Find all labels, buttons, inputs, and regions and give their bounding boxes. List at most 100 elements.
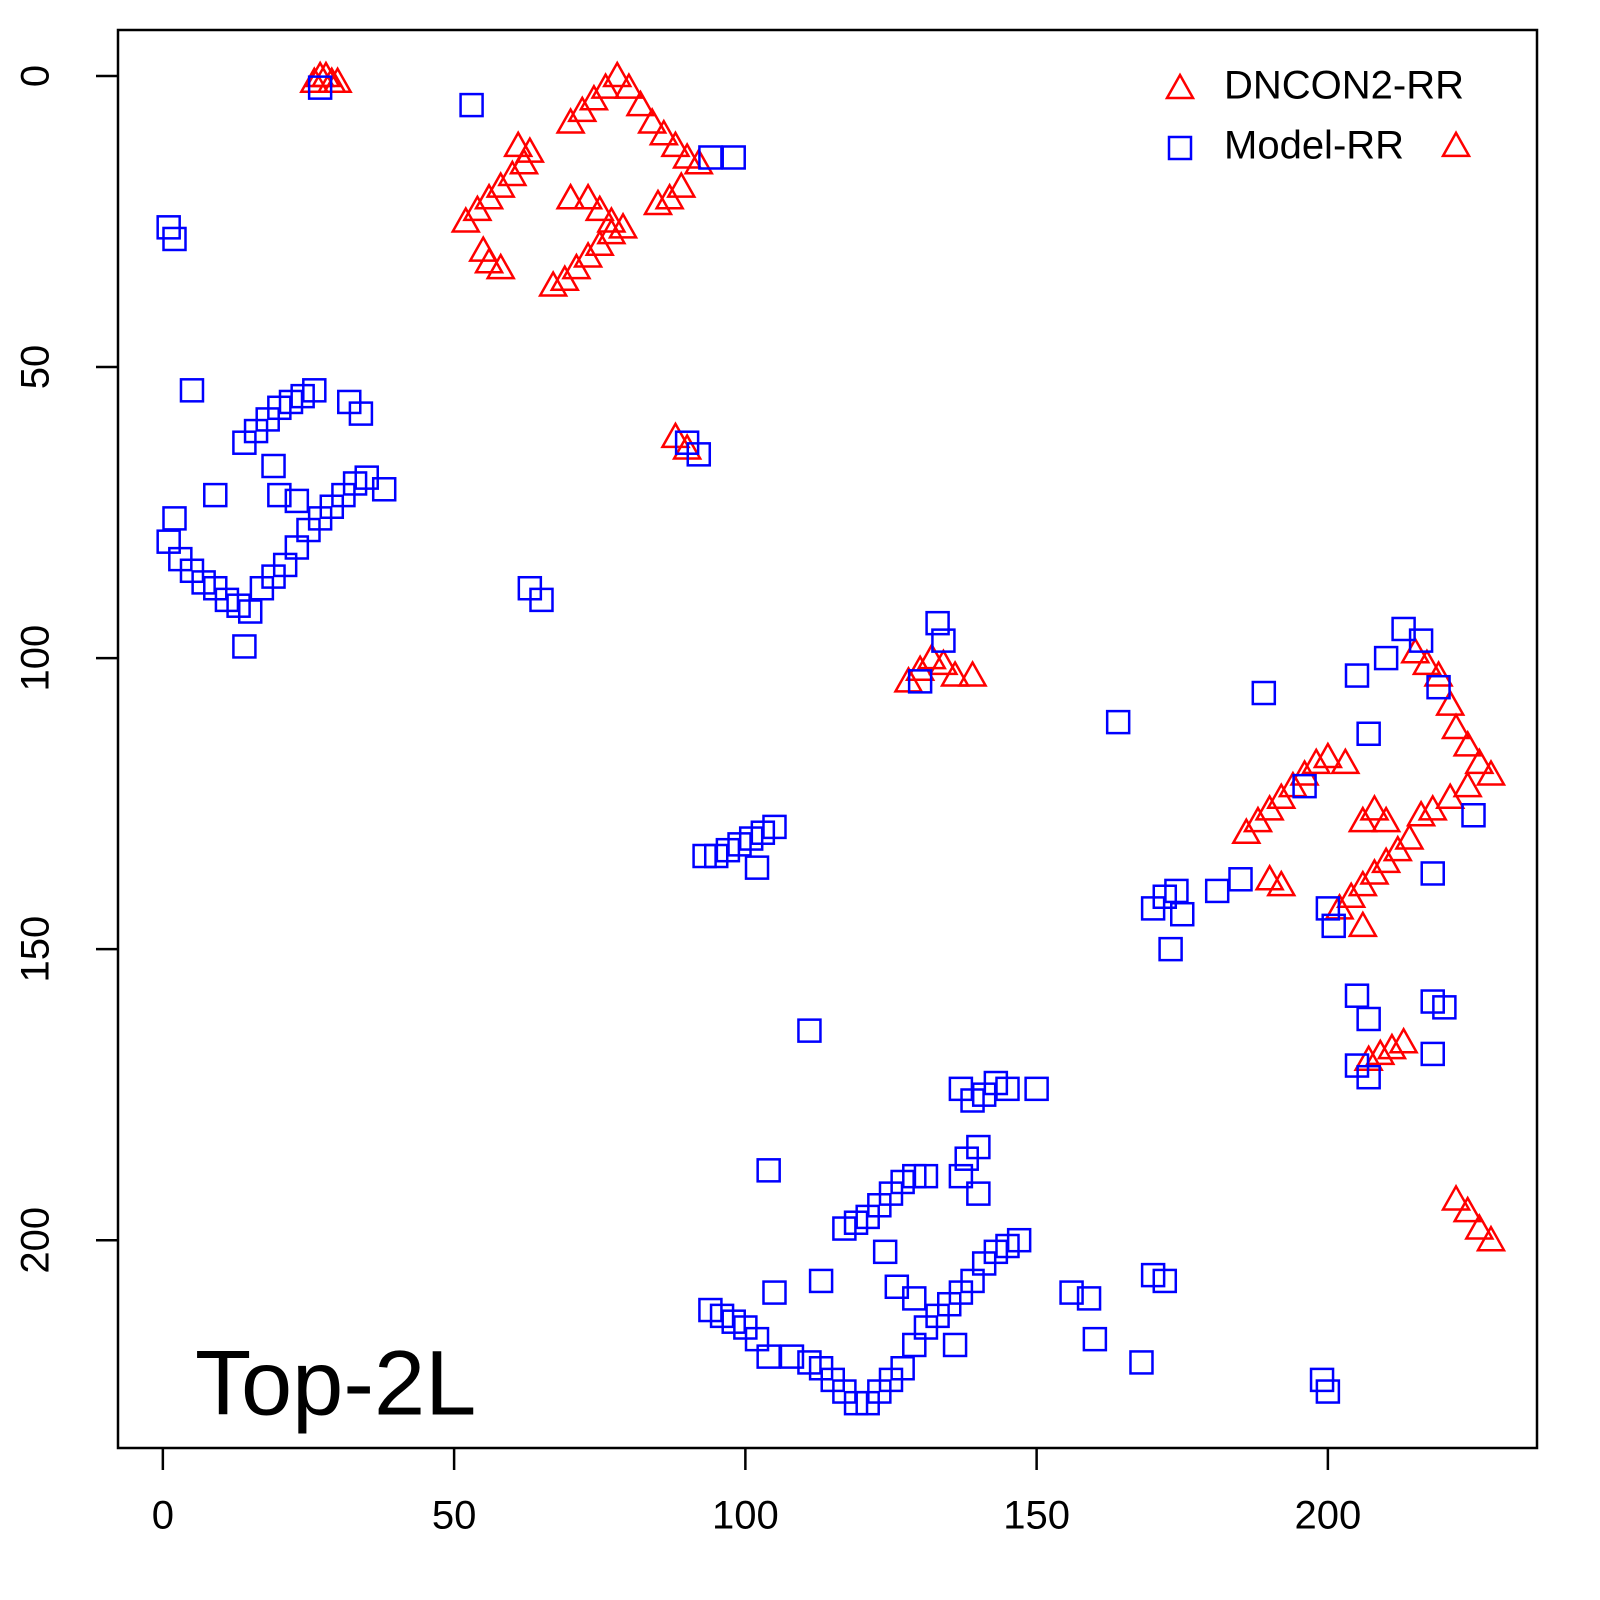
triangle-marker	[1388, 1026, 1419, 1054]
y-tick-label: 0	[14, 65, 58, 87]
square-marker	[1315, 896, 1341, 921]
triangle-marker	[1411, 648, 1443, 676]
y-tick-label: 200	[14, 1207, 58, 1274]
square-marker	[1321, 913, 1346, 939]
triangle-marker	[537, 270, 569, 297]
square-marker	[1356, 1064, 1381, 1090]
square-marker	[744, 855, 770, 880]
triangle-marker	[642, 188, 674, 216]
y-tick-label: 50	[14, 345, 58, 390]
square-marker	[931, 628, 956, 653]
triangle-marker	[1464, 1213, 1495, 1240]
square-marker	[1059, 1280, 1084, 1305]
square-marker	[529, 587, 554, 613]
triangle-marker	[1464, 747, 1495, 775]
triangle-marker	[503, 130, 534, 158]
triangle-marker	[671, 141, 703, 169]
triangle-marker	[514, 136, 545, 163]
triangle-marker	[1359, 793, 1390, 821]
square-marker	[1204, 878, 1230, 904]
triangle-marker	[683, 147, 714, 175]
square-marker	[779, 1344, 805, 1369]
triangle-marker	[299, 66, 330, 94]
triangle-marker	[1301, 747, 1332, 775]
square-marker	[995, 1076, 1020, 1102]
square-marker	[925, 610, 950, 636]
triangle-marker	[916, 642, 947, 670]
square-marker	[1420, 861, 1445, 886]
triangle-marker	[1365, 1038, 1396, 1066]
square-marker	[1006, 1227, 1032, 1253]
triangle-marker	[1394, 822, 1425, 850]
triangle-marker	[602, 60, 633, 88]
triangle-marker	[957, 660, 988, 687]
triangle-marker	[1370, 805, 1402, 833]
triangle-marker	[1266, 869, 1297, 897]
triangle-marker	[596, 217, 627, 245]
triangle-marker	[572, 182, 604, 210]
square-marker	[1344, 983, 1370, 1008]
triangle-marker	[648, 118, 679, 146]
square-marker	[1356, 721, 1381, 747]
triangle-marker	[555, 182, 586, 210]
square-marker	[686, 442, 712, 467]
triangle-marker	[939, 660, 971, 687]
x-tick-label: 100	[712, 1494, 779, 1538]
square-marker	[808, 1268, 834, 1294]
triangle-marker	[1330, 747, 1361, 775]
square-marker	[762, 814, 787, 840]
square-marker	[721, 145, 746, 170]
triangle-marker	[1440, 712, 1472, 740]
square-marker	[232, 634, 257, 659]
square-marker	[302, 378, 327, 403]
square-marker	[1024, 1076, 1049, 1102]
triangle-marker	[625, 89, 656, 117]
square-marker	[1164, 878, 1189, 904]
triangle-marker	[473, 246, 505, 274]
y-tick-label: 150	[14, 916, 58, 983]
square-marker	[966, 1134, 991, 1160]
square-marker	[1105, 709, 1131, 735]
square-marker	[756, 1344, 781, 1369]
triangle-marker	[1347, 910, 1378, 938]
square-marker	[162, 506, 187, 531]
y-tick-label: 100	[14, 625, 58, 692]
x-tick-label: 0	[152, 1494, 174, 1538]
square-marker	[942, 1332, 968, 1358]
square-marker	[756, 1158, 781, 1183]
square-marker	[179, 378, 205, 403]
triangle-marker	[613, 72, 645, 99]
square-marker	[1315, 1379, 1341, 1404]
square-marker	[890, 1356, 915, 1381]
square-marker	[1158, 936, 1183, 962]
square-marker	[1292, 773, 1317, 799]
triangle-marker	[1435, 689, 1466, 716]
square-marker	[1461, 803, 1486, 828]
triangle-marker	[1376, 1032, 1408, 1060]
triangle-marker	[485, 252, 516, 280]
square-marker	[459, 92, 484, 118]
square-marker	[1420, 1041, 1445, 1067]
square-marker	[307, 75, 333, 100]
legend-label: DNCON2-RR	[1224, 64, 1464, 108]
triangle-marker	[1475, 758, 1507, 786]
triangle-marker	[607, 211, 639, 239]
triangle-marker	[637, 107, 668, 134]
triangle-marker	[1452, 1195, 1483, 1223]
square-marker	[267, 482, 292, 508]
triangle-marker	[1440, 1183, 1472, 1211]
square-marker	[1426, 674, 1451, 700]
x-tick-label: 50	[432, 1494, 477, 1538]
triangle-marker	[584, 194, 615, 222]
triangle-marker	[928, 648, 959, 676]
triangle-marker	[596, 205, 627, 233]
square-marker	[261, 453, 286, 479]
square-marker	[1373, 645, 1399, 671]
legend-label: Model-RR	[1224, 124, 1404, 168]
square-marker	[1152, 1268, 1178, 1294]
triangle-marker	[666, 171, 697, 198]
square-marker	[1082, 1326, 1108, 1352]
square-marker	[948, 1163, 974, 1189]
